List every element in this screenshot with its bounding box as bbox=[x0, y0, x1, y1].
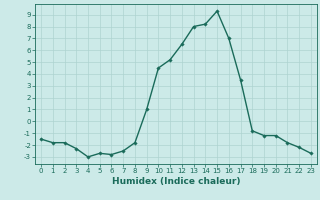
X-axis label: Humidex (Indice chaleur): Humidex (Indice chaleur) bbox=[112, 177, 240, 186]
